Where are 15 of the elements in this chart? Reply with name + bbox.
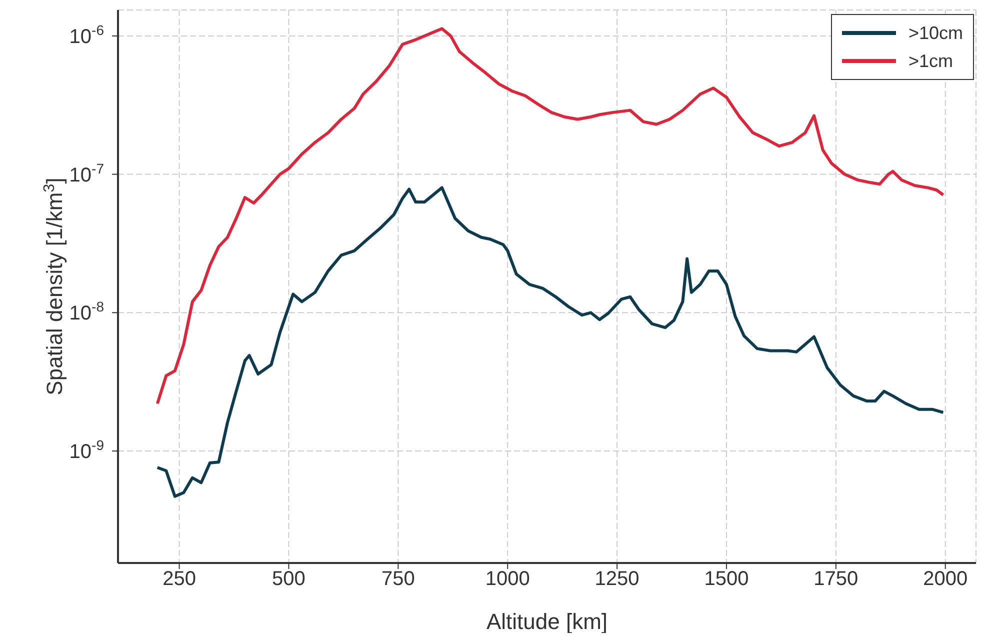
line-series bbox=[156, 186, 945, 498]
y-tick-label: 10$^{-6}$ bbox=[69, 22, 104, 48]
legend-label: >1cm bbox=[908, 50, 953, 72]
x-tick-label: 2000 bbox=[923, 568, 968, 590]
x-tick-label: 1750 bbox=[814, 568, 858, 590]
x-tick-label: 1250 bbox=[594, 568, 640, 590]
x-tick-label: 1000 bbox=[485, 568, 530, 590]
y-tick-label: 10$^{-9}$ bbox=[69, 436, 104, 463]
legend-label: >10cm bbox=[908, 22, 963, 44]
x-tick-label: 500 bbox=[272, 568, 306, 590]
x-tick-label: 750 bbox=[381, 568, 415, 590]
x-tick-label: 1500 bbox=[704, 568, 749, 590]
y-tick-label: 10$^{-7}$ bbox=[69, 160, 104, 186]
y-tick-label: 10$^{-8}$ bbox=[69, 298, 104, 325]
x-tick-label: 250 bbox=[162, 568, 196, 590]
